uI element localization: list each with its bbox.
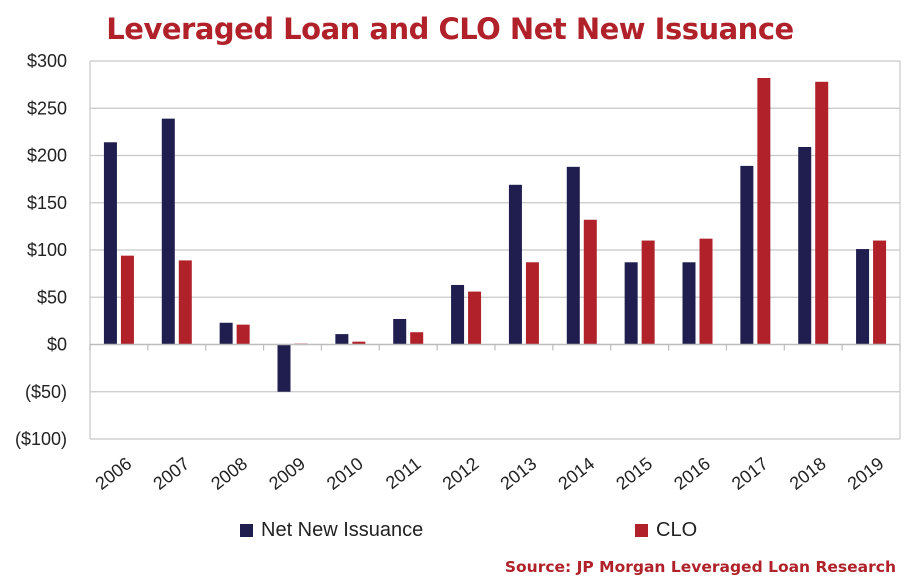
y-tick-label: $0	[47, 335, 67, 355]
bar-net-new-issuance-2015	[624, 262, 638, 345]
x-tick-label: 2015	[612, 453, 656, 493]
bar-clo-2016	[699, 238, 713, 345]
bar-net-new-issuance-2007	[161, 118, 175, 345]
x-tick-label: 2011	[382, 453, 425, 493]
y-tick-label: ($50)	[25, 382, 67, 402]
grid-lines	[89, 60, 901, 440]
x-tick-label: 2007	[149, 453, 193, 493]
x-tick-label: 2008	[207, 453, 251, 493]
bar-net-new-issuance-2008	[219, 322, 233, 345]
y-tick-label: $250	[27, 98, 67, 118]
bar-net-new-issuance-2018	[798, 146, 812, 345]
bars	[103, 78, 887, 392]
bar-clo-2014	[583, 219, 597, 345]
y-tick-label: $150	[27, 193, 67, 213]
legend-label-clo: CLO	[656, 519, 698, 541]
y-tick-label: $50	[37, 287, 67, 307]
legend-item-clo: CLO	[635, 519, 697, 542]
x-tick-label: 2006	[92, 453, 136, 493]
legend: Net New Issuance CLO	[240, 519, 740, 547]
zero-axis	[89, 343, 901, 351]
x-axis-tick-labels: 2006 2007 2008 2009 2010 2011 2012 2013 2014 2015…	[92, 453, 888, 493]
bar-net-new-issuance-2009	[277, 344, 291, 392]
legend-label-net-new-issuance: Net New Issuance	[261, 519, 424, 541]
bar-net-new-issuance-2017	[740, 165, 754, 345]
x-tick-label: 2010	[323, 453, 367, 493]
bar-net-new-issuance-2011	[393, 318, 407, 345]
bar-clo-2017	[757, 78, 771, 345]
y-tick-label: $200	[27, 146, 67, 166]
x-tick-label: 2019	[844, 453, 888, 493]
x-tick-label: 2009	[265, 453, 309, 493]
bar-clo-2010	[352, 341, 366, 345]
x-tick-label: 2018	[786, 453, 830, 493]
x-tick-label: 2012	[439, 453, 483, 493]
x-tick-label: 2016	[670, 453, 714, 493]
y-tick-label: $300	[27, 51, 67, 71]
legend-swatch-net-new-issuance	[240, 524, 253, 537]
bar-net-new-issuance-2013	[508, 184, 522, 345]
legend-item-net-new-issuance: Net New Issuance	[240, 519, 423, 542]
bar-clo-2019	[873, 240, 887, 345]
x-tick-label: 2013	[497, 453, 541, 493]
bar-net-new-issuance-2006	[103, 142, 117, 345]
x-tick-label: 2017	[728, 453, 772, 493]
bar-clo-2012	[468, 291, 482, 345]
bar-net-new-issuance-2016	[682, 262, 696, 345]
bar-net-new-issuance-2014	[566, 166, 580, 345]
bar-clo-2013	[525, 262, 539, 345]
bar-clo-2018	[815, 81, 829, 345]
bar-clo-2011	[410, 332, 424, 345]
chart-title: Leveraged Loan and CLO Net New Issuance	[106, 12, 794, 46]
y-tick-label: $100	[27, 240, 67, 260]
bar-net-new-issuance-2010	[335, 334, 349, 345]
source-note: Source: JP Morgan Leveraged Loan Researc…	[504, 558, 896, 576]
bar-net-new-issuance-2019	[856, 249, 870, 345]
bar-clo-2006	[120, 255, 134, 345]
legend-swatch-clo	[635, 524, 648, 537]
y-axis-tick-labels: $300 $250 $200 $150 $100 $50 $0 ($50) ($100)	[15, 51, 67, 449]
bar-net-new-issuance-2012	[451, 284, 465, 345]
y-tick-label: ($100)	[15, 429, 67, 449]
x-tick-label: 2014	[554, 453, 598, 493]
bar-clo-2015	[641, 240, 655, 345]
bar-clo-2008	[236, 324, 250, 345]
bar-clo-2007	[178, 260, 192, 345]
